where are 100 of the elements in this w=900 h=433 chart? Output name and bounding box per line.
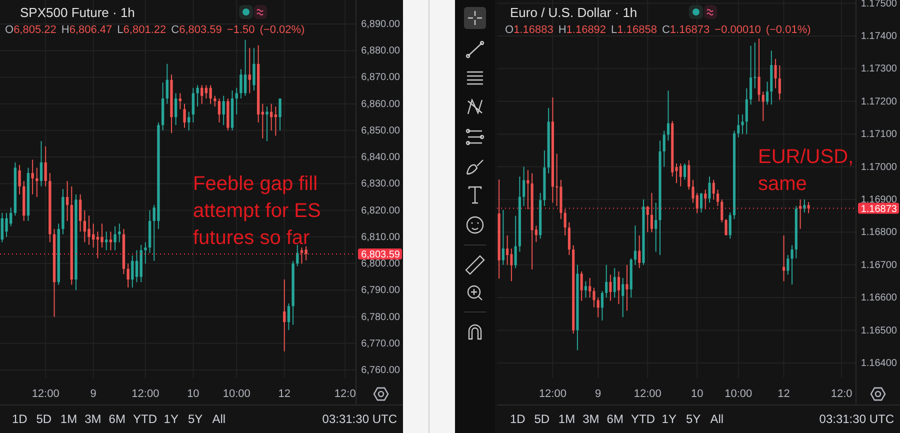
candlestick [774, 58, 777, 89]
candlestick [688, 160, 690, 190]
y-tick-label: 1.17100 [860, 129, 898, 140]
candlestick [790, 244, 794, 285]
text: O6,805.22 H6,806.47 L6,801.22 C6,803.59 −1.50 (−0.02%) [5, 24, 305, 36]
x-tick-label: 12:00 [538, 388, 566, 400]
candlestick [708, 176, 711, 204]
candlestick [209, 84, 212, 104]
candlestick [638, 234, 641, 269]
candlestick [613, 268, 616, 298]
candlestick [720, 198, 724, 223]
candlestick [131, 255, 134, 288]
candlestick [596, 297, 600, 318]
candlestick [762, 91, 764, 122]
candlestick [135, 250, 138, 283]
candlestick [778, 64, 781, 100]
candlestick [712, 179, 715, 200]
candlestick [634, 225, 637, 266]
candlestick [564, 208, 566, 236]
candlestick [183, 103, 186, 128]
y-tick-label: 6,820.00 [361, 205, 400, 216]
candlestick [737, 114, 740, 138]
y-tick-label: 6,860.00 [361, 98, 400, 110]
x-tick-label: 10:00 [222, 388, 250, 400]
chart-title: SPX500 Future · 1h [20, 5, 135, 20]
y-tick-label: 6,890.00 [361, 18, 400, 30]
y-tick-label: 1.16600 [860, 292, 898, 304]
candlestick [568, 222, 570, 256]
y-tick-label: 6,830.00 [361, 178, 400, 190]
candlestick [304, 246, 308, 261]
candlestick [609, 274, 612, 302]
candlestick [100, 223, 104, 248]
y-tick-label: 1.17000 [860, 162, 898, 173]
candlestick [526, 170, 530, 210]
candlestick [786, 254, 790, 276]
candlestick [40, 140, 43, 187]
candlestick [506, 234, 509, 266]
x-tick-label: 9 [595, 388, 602, 400]
candlestick [617, 270, 620, 305]
candlestick [166, 63, 168, 104]
candlestick [592, 287, 596, 308]
candlestick [650, 192, 654, 233]
candlestick [66, 180, 69, 222]
y-tick-label: 1.17300 [860, 64, 898, 75]
text: O1.16883 H1.16892 L1.16858 C1.16873 −0.00010 (−0.01%) [505, 24, 811, 36]
candlestick [514, 215, 517, 269]
candlestick [222, 95, 225, 126]
candlestick [300, 247, 304, 264]
y-tick-label: 6,840.00 [361, 152, 400, 164]
candlestick [758, 38, 760, 102]
y-tick-label: 1.16700 [860, 260, 898, 271]
x-tick-label: 12:00 [132, 388, 160, 400]
x-tick-label: 12 [278, 388, 290, 400]
candlestick [218, 98, 221, 123]
candlestick [144, 242, 147, 264]
y-tick-label: 1.17400 [860, 30, 898, 42]
x-tick-label: 12 [778, 388, 790, 400]
candlestick [646, 206, 649, 233]
candlestick [766, 81, 769, 106]
annotation: EUR/USD, same [758, 146, 854, 195]
x-tick-label: 10 [187, 388, 200, 400]
y-tick-label: 1.16800 [860, 227, 898, 238]
ref-line-label: 1.16873 [860, 204, 898, 215]
x-tick-label: 12:00 [634, 388, 662, 400]
y-tick-label: 1.16500 [860, 325, 898, 336]
y-tick-label: 6,780.00 [361, 312, 400, 323]
candlestick [88, 215, 90, 246]
candlestick [803, 198, 806, 214]
candlestick [662, 130, 666, 168]
x-tick-label: 12:0 [334, 388, 356, 400]
y-tick-label: 6,810.00 [361, 232, 400, 243]
candlestick [679, 162, 682, 187]
y-tick-label: 6,870.00 [361, 72, 400, 84]
candlestick [118, 223, 121, 243]
candlestick [244, 39, 247, 96]
y-tick-label: 6,880.00 [361, 46, 400, 57]
candlestick [240, 68, 242, 99]
candlestick [114, 226, 116, 251]
text: 03:31:30 UTC [322, 412, 398, 426]
candlestick [622, 277, 624, 318]
candlestick [188, 111, 190, 131]
candlestick [266, 106, 268, 142]
candlestick [704, 189, 707, 210]
y-tick-label: 6,850.00 [361, 125, 400, 136]
candlestick [745, 88, 748, 135]
candlestick [83, 210, 86, 243]
ref-line-label: 6,803.59 [361, 249, 400, 260]
candlestick [683, 162, 686, 180]
candlestick [31, 159, 34, 195]
text: 1D 5D 1M 3M 6M YTD 1Y 5Y All [510, 412, 724, 426]
candlestick [654, 202, 658, 252]
candlestick [741, 114, 744, 135]
annotation: Feeble gap fill attempt for ES futures so far [193, 173, 321, 249]
text: 03:31:30 UTC [819, 412, 894, 426]
candlestick [666, 90, 670, 142]
x-tick-label: 12:0 [830, 388, 852, 400]
candlestick [287, 302, 290, 331]
candlestick [278, 98, 282, 131]
candlestick [283, 279, 286, 352]
y-tick-label: 6,760.00 [361, 365, 400, 376]
